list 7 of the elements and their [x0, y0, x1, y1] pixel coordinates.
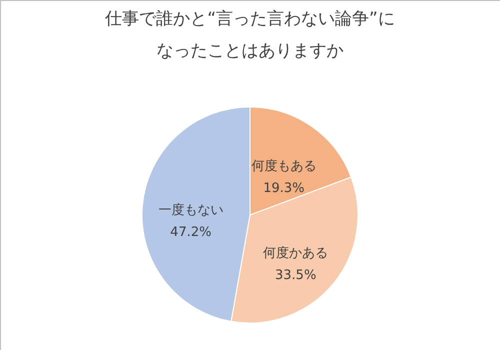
data-label: 19.3% [263, 181, 305, 196]
slice-label: 何度もある [251, 158, 316, 174]
data-label: 47.2% [170, 224, 212, 240]
chart-title: 仕事で誰かと“言った言わない論争”になったことはありますか [104, 9, 395, 61]
data-label: 33.5% [274, 268, 316, 284]
slice-label: 何度かある [263, 245, 328, 262]
slice-label: 一度もない [158, 202, 224, 218]
